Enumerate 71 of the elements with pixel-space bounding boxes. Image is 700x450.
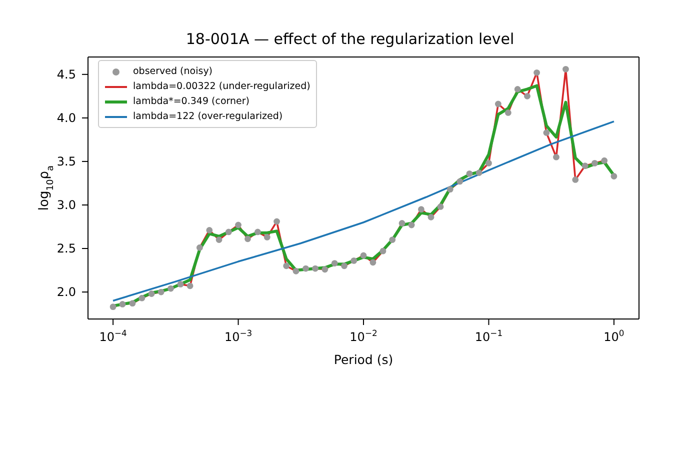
point <box>380 248 386 254</box>
point <box>158 288 164 296</box>
point <box>206 227 213 234</box>
point <box>235 222 242 228</box>
y-tick-label: 4.0 <box>56 110 76 125</box>
point <box>331 260 338 266</box>
point <box>504 110 512 116</box>
line-series <box>112 120 615 302</box>
x-axis-title: Period (s) <box>334 352 394 367</box>
x-tick-label: 10$^{−3}$ <box>224 328 252 344</box>
point <box>341 262 348 270</box>
point <box>476 170 482 176</box>
point <box>322 266 328 273</box>
point <box>264 234 270 240</box>
point <box>514 86 521 92</box>
point <box>456 178 464 185</box>
y-tick-label: 4.5 <box>56 67 76 82</box>
point <box>389 236 396 243</box>
point <box>553 154 560 160</box>
legend-label: observed (noisy) <box>133 66 213 77</box>
point <box>446 186 454 193</box>
point <box>148 290 155 297</box>
y-tick-label: 3.5 <box>56 154 76 168</box>
point <box>225 228 232 236</box>
point <box>283 262 290 270</box>
point <box>274 218 280 225</box>
point <box>110 304 116 310</box>
point <box>601 157 608 164</box>
y-tick-label: 3.0 <box>56 198 76 212</box>
point <box>437 204 444 210</box>
point <box>216 236 222 243</box>
legend-label: lambda=122 (over-regularized) <box>133 111 283 122</box>
point <box>312 265 318 272</box>
point <box>466 170 473 177</box>
point <box>196 244 203 251</box>
point <box>129 300 136 307</box>
point <box>177 280 184 288</box>
point <box>350 257 358 264</box>
point <box>428 214 434 220</box>
x-tick-label: 10$^{−4}$ <box>99 328 127 344</box>
point <box>486 160 492 166</box>
point <box>592 160 598 166</box>
point <box>524 92 530 100</box>
point <box>562 66 569 72</box>
point <box>370 259 376 266</box>
point <box>398 220 406 226</box>
x-tick-label: 10$^{−2}$ <box>350 328 378 344</box>
y-tick-label: 2.0 <box>56 285 76 300</box>
legend-label: lambda*=0.349 (corner) <box>133 96 250 107</box>
point <box>168 285 174 292</box>
point <box>494 100 502 108</box>
point <box>582 162 588 170</box>
point <box>292 268 300 274</box>
point <box>418 206 424 213</box>
point <box>610 173 618 180</box>
point <box>408 222 415 228</box>
y-tick-label: 2.5 <box>56 241 76 256</box>
point <box>138 294 146 302</box>
point <box>572 176 579 183</box>
point <box>543 130 550 136</box>
point <box>302 265 309 272</box>
x-tick-label: 10$^{0}$ <box>604 328 624 344</box>
point <box>186 282 194 290</box>
x-tick-label: 10$^{−1}$ <box>474 328 503 344</box>
legend-label: lambda=0.00322 (under-regularized) <box>133 81 310 92</box>
point <box>244 236 251 242</box>
chart-title: 18-001A — effect of the regularization level <box>184 29 516 50</box>
point <box>119 301 126 308</box>
point <box>360 252 367 259</box>
point <box>254 228 261 236</box>
point <box>534 69 540 76</box>
